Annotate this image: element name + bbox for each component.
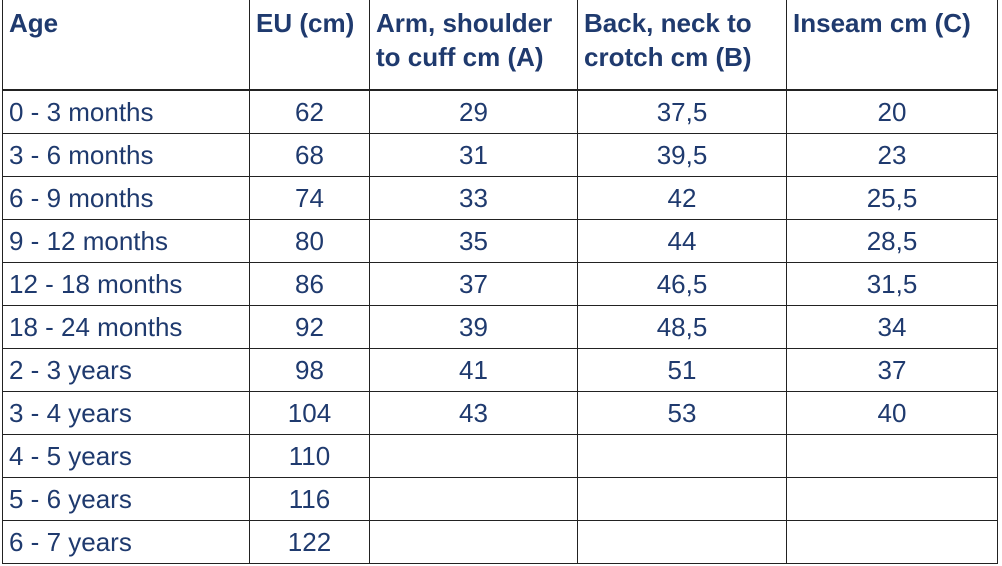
age-cell: 6 - 7 years (2, 521, 250, 564)
value-cell: 92 (250, 306, 370, 349)
value-cell: 42 (578, 177, 787, 220)
age-cell: 6 - 9 months (2, 177, 250, 220)
value-cell: 51 (578, 349, 787, 392)
header-text: to cuff cm (A) (376, 42, 544, 72)
value-cell: 41 (370, 349, 578, 392)
value-cell: 34 (787, 306, 998, 349)
value-cell (787, 521, 998, 564)
value-cell: 98 (250, 349, 370, 392)
header-text: EU (cm) (256, 8, 355, 38)
value-cell: 37 (787, 349, 998, 392)
value-cell: 48,5 (578, 306, 787, 349)
value-cell: 86 (250, 263, 370, 306)
value-cell: 122 (250, 521, 370, 564)
age-cell: 5 - 6 years (2, 478, 250, 521)
value-cell: 62 (250, 91, 370, 134)
header-cell: Inseam cm (C) (787, 0, 998, 91)
value-cell: 46,5 (578, 263, 787, 306)
age-cell: 9 - 12 months (2, 220, 250, 263)
value-cell (578, 521, 787, 564)
header-text: Age (9, 8, 59, 38)
value-cell: 40 (787, 392, 998, 435)
value-cell: 31 (370, 134, 578, 177)
value-cell: 44 (578, 220, 787, 263)
age-cell: 2 - 3 years (2, 349, 250, 392)
header-cell: EU (cm) (250, 0, 370, 91)
age-cell: 3 - 6 months (2, 134, 250, 177)
value-cell: 43 (370, 392, 578, 435)
value-cell: 29 (370, 91, 578, 134)
value-cell: 53 (578, 392, 787, 435)
value-cell: 23 (787, 134, 998, 177)
header-text: crotch cm (B) (584, 42, 752, 72)
value-cell (370, 521, 578, 564)
header-text: Arm, shoulder (376, 8, 553, 38)
age-cell: 4 - 5 years (2, 435, 250, 478)
age-cell: 18 - 24 months (2, 306, 250, 349)
age-cell: 3 - 4 years (2, 392, 250, 435)
value-cell: 25,5 (787, 177, 998, 220)
value-cell: 39 (370, 306, 578, 349)
value-cell (787, 435, 998, 478)
value-cell: 116 (250, 478, 370, 521)
value-cell (370, 435, 578, 478)
value-cell: 20 (787, 91, 998, 134)
age-cell: 0 - 3 months (2, 91, 250, 134)
value-cell: 28,5 (787, 220, 998, 263)
value-cell: 35 (370, 220, 578, 263)
value-cell (578, 478, 787, 521)
value-cell: 68 (250, 134, 370, 177)
value-cell: 74 (250, 177, 370, 220)
value-cell: 31,5 (787, 263, 998, 306)
value-cell (787, 478, 998, 521)
header-cell: Back, neck to crotch cm (B) (578, 0, 787, 91)
header-cell: Arm, shoulder to cuff cm (A) (370, 0, 578, 91)
value-cell: 37 (370, 263, 578, 306)
value-cell: 33 (370, 177, 578, 220)
value-cell: 80 (250, 220, 370, 263)
value-cell: 110 (250, 435, 370, 478)
age-cell: 12 - 18 months (2, 263, 250, 306)
value-cell: 37,5 (578, 91, 787, 134)
header-text: Back, neck to (584, 8, 752, 38)
value-cell (370, 478, 578, 521)
value-cell: 104 (250, 392, 370, 435)
header-text: Inseam cm (C) (793, 8, 971, 38)
header-cell: Age (2, 0, 250, 91)
value-cell (578, 435, 787, 478)
value-cell: 39,5 (578, 134, 787, 177)
